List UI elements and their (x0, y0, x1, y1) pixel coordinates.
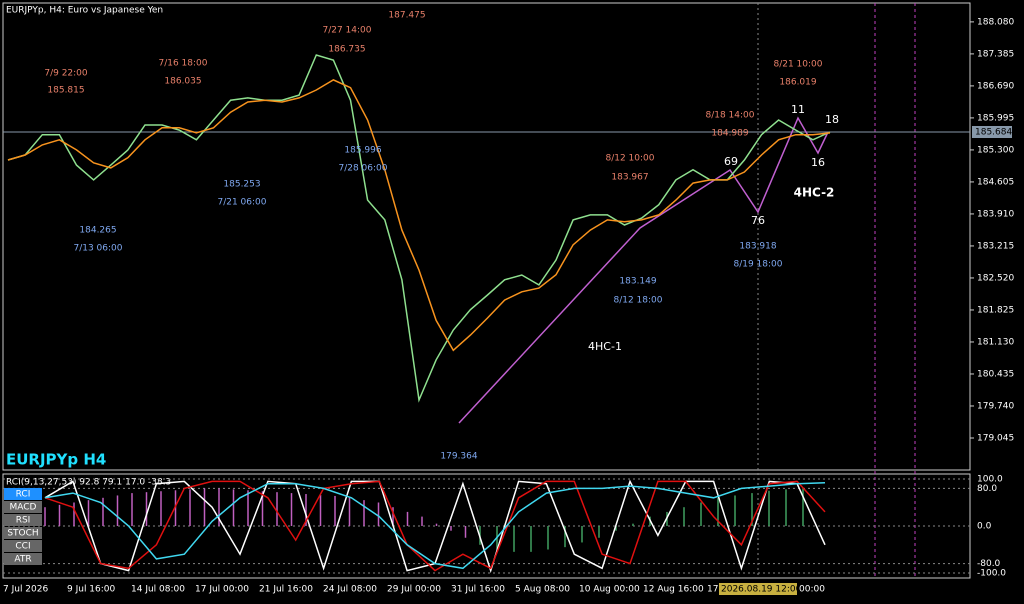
annotation: 8/12 10:00 (605, 154, 654, 164)
y-tick-label: 186.690 (977, 81, 1014, 91)
annotation: 76 (751, 214, 765, 227)
y-tick-label: 181.825 (977, 305, 1014, 315)
annotation: 8/12 18:00 (613, 296, 662, 306)
indicator-button-label[interactable]: RCI (16, 490, 31, 500)
indicator-button[interactable] (4, 501, 42, 513)
annotation: 8/18 14:00 (705, 111, 754, 121)
annotation: 184.989 (711, 129, 748, 139)
annotation: 183.918 (739, 242, 776, 252)
x-tick-label: 00:00 (799, 585, 825, 595)
x-tick-label: 17 (707, 585, 718, 595)
indicator-button[interactable] (4, 488, 42, 500)
y-tick-label: 80.0 (977, 484, 997, 494)
indicator-button[interactable] (4, 553, 42, 565)
x-highlight-bg (719, 583, 797, 595)
price-tag-text: 185.684 (975, 128, 1012, 138)
annotation: 7/28 06:00 (338, 164, 387, 174)
indicator-button-label[interactable]: STOCH (7, 529, 38, 539)
series-line (44, 482, 826, 570)
annotation: 16 (811, 156, 825, 169)
chart-header: EURJPYp, H4: Euro vs Japanese Yen (6, 6, 163, 16)
y-tick-label: 0.0 (977, 522, 992, 532)
annotation: 8/21 10:00 (773, 60, 822, 70)
main-frame (2, 2, 971, 471)
annotation: 186.035 (164, 77, 201, 87)
annotation: 183.149 (619, 277, 656, 287)
indicator-button-label[interactable]: MACD (10, 503, 37, 513)
x-tick-label: 7 Jul 2026 (3, 585, 48, 595)
y-tick-label: 100.0 (977, 475, 1003, 485)
y-tick-label: 188.080 (977, 17, 1014, 27)
indicator-button[interactable] (4, 514, 42, 526)
x-tick-label: 10 Aug 00:00 (579, 585, 640, 595)
y-tick-label: 180.435 (977, 369, 1014, 379)
y-tick-label: 181.130 (977, 337, 1014, 347)
y-tick-label: 182.520 (977, 273, 1014, 283)
x-highlight: 2026.08.19 12:00 (721, 585, 802, 595)
series-line (44, 480, 826, 572)
indicator-plot: 100.080.0 0.0 -80.0-100.0 RCI MACD RSI STOCH CC… (3, 475, 1006, 579)
y-tick-label: -100.0 (977, 569, 1006, 579)
indicator-header: RCI(9,13,27,53) 92.8 79.1 17.0 -38.3 (6, 478, 171, 488)
annotation: 7/9 22:00 (44, 69, 88, 79)
indicator-button[interactable] (4, 527, 42, 539)
x-tick-label: 24 Jul 08:00 (323, 585, 377, 595)
annotation: 7/27 14:00 (322, 26, 371, 36)
y-tick-label: 179.045 (977, 433, 1014, 443)
x-tick-label: 14 Jul 08:00 (131, 585, 185, 595)
y-tick-label: 185.995 (977, 113, 1014, 123)
indicator-button-label[interactable]: RSI (16, 516, 31, 526)
annotation: 69 (724, 155, 738, 168)
annotation: 186.735 (328, 45, 365, 55)
indicator-button-label[interactable]: CCI (15, 542, 30, 552)
y-tick-label: 179.740 (977, 401, 1014, 411)
y-tick-label: 183.910 (977, 209, 1014, 219)
x-tick-label: 21 Jul 16:00 (259, 585, 313, 595)
y-tick-label: 184.605 (977, 177, 1014, 187)
annotation: 185.996 (344, 146, 381, 156)
y-tick-label: 187.385 (977, 49, 1014, 59)
x-tick-label: 31 Jul 16:00 (451, 585, 505, 595)
annotation: 7/13 06:00 (73, 244, 122, 254)
annotation: 184.265 (79, 226, 116, 236)
price-tag (972, 126, 1012, 138)
y-tick-label: 183.215 (977, 241, 1014, 251)
x-tick-label: 5 Aug 08:00 (515, 585, 570, 595)
annotation: 4HC-1 (588, 340, 622, 353)
series-line (7, 79, 831, 352)
y-tick-label: 185.300 (977, 145, 1014, 155)
annotation: 183.967 (611, 173, 648, 183)
series-line (7, 54, 831, 403)
y-tick-label: -80.0 (977, 559, 1001, 569)
indicator-button[interactable] (4, 540, 42, 552)
main-plot: 188.080 187.385 186.690 185.995 185.300 184.6… (3, 11, 1014, 595)
annotation: 8/19 18:00 (733, 260, 782, 270)
annotation: 18 (825, 113, 839, 126)
annotation: 185.253 (223, 180, 260, 190)
symbol-label: EURJPYp H4 (6, 451, 106, 469)
annotation: 7/21 06:00 (217, 198, 266, 208)
wave-line (458, 116, 829, 424)
annotation: 185.815 (47, 86, 84, 96)
annotation: 186.019 (779, 78, 816, 88)
annotation: 187.475 (388, 11, 425, 21)
indicator-button-label[interactable]: ATR (14, 555, 31, 565)
annotation: 7/16 18:00 (158, 59, 207, 69)
annotation: 179.364 (440, 452, 477, 462)
x-tick-label: 12 Aug 16:00 (643, 585, 704, 595)
x-tick-label: 29 Jul 00:00 (387, 585, 441, 595)
x-tick-label: 17 Jul 00:00 (195, 585, 249, 595)
x-tick-label: 9 Jul 16:00 (67, 585, 116, 595)
annotation: 11 (791, 103, 805, 116)
annotation: 4HC-2 (794, 186, 835, 200)
